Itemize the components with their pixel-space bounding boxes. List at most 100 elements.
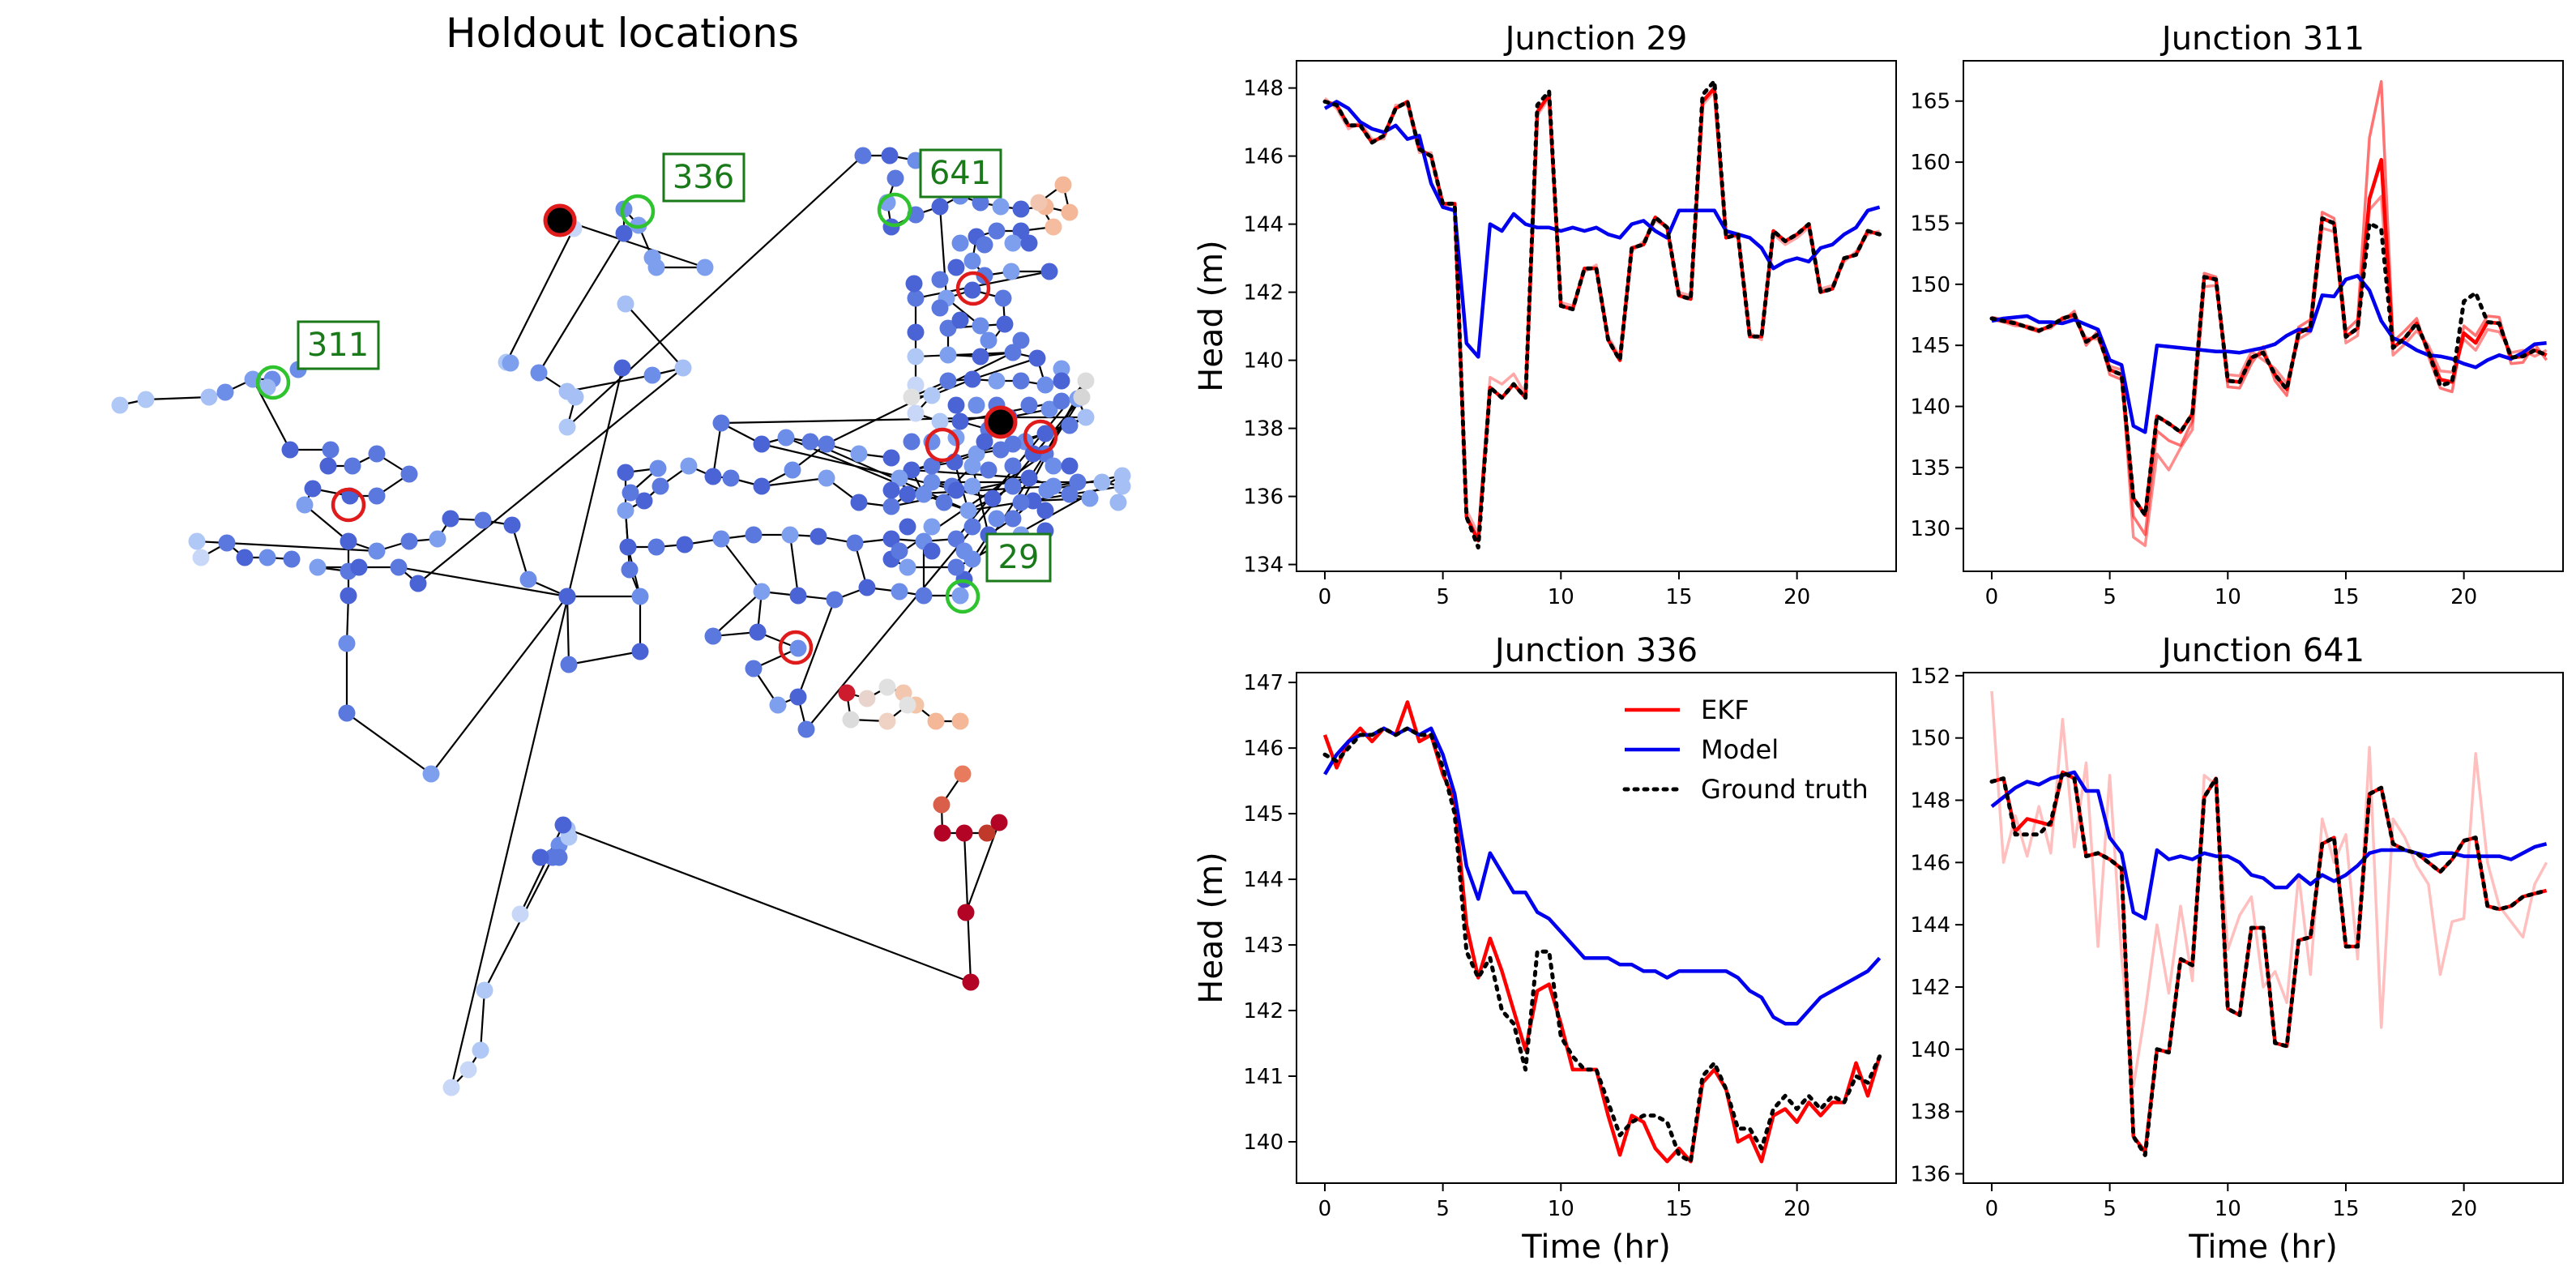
junction-node — [558, 588, 576, 605]
junction-node — [927, 712, 945, 730]
junction-node — [899, 518, 916, 536]
junction-node — [188, 532, 206, 550]
junction-node — [915, 485, 933, 503]
chart-junction-29: Junction 29 0 5 10 15 20 134 136 138 140 142 144 146… — [1193, 20, 1897, 609]
y-axis-label: Head (m) — [1193, 852, 1230, 1003]
junction-node — [939, 319, 957, 337]
junction-node — [511, 905, 529, 923]
y-tick-label: 130 — [1910, 517, 1950, 541]
pipe-edge — [430, 596, 568, 775]
junction-node — [886, 169, 904, 187]
junction-node — [1004, 510, 1022, 528]
junction-node — [923, 518, 941, 536]
junction-node — [850, 494, 868, 511]
y-tick-label: 145 — [1910, 334, 1950, 358]
chart-title: Junction 336 — [1493, 632, 1698, 669]
network-map: Holdout locations 336 641 311 29 — [111, 10, 1131, 1096]
plot-area — [1322, 700, 1882, 1164]
pipe-edge — [304, 504, 349, 542]
network-rings — [255, 192, 1058, 665]
junction-node — [550, 848, 568, 866]
junction-node — [1036, 502, 1054, 519]
x-tick-label: 20 — [2450, 1197, 2477, 1221]
junction-node — [1036, 376, 1054, 394]
junction-node — [1012, 372, 1030, 390]
junction-node — [309, 558, 327, 576]
junction-node — [1069, 473, 1087, 491]
junction-node — [923, 542, 941, 560]
sensor-node-filled — [543, 203, 577, 237]
y-tick-label: 165 — [1910, 90, 1950, 114]
pipe-edge — [915, 351, 1014, 358]
x-tick-label: 5 — [2103, 1197, 2117, 1221]
junction-node — [745, 526, 763, 544]
chart-junction-336: Junction 336 0 5 10 15 20 140 141 142 143 144 145 14… — [1193, 632, 1897, 1266]
y-tick-label: 144 — [1243, 868, 1284, 892]
junction-node — [951, 712, 969, 730]
junction-node — [968, 445, 985, 463]
junction-node — [789, 639, 807, 657]
junction-node — [753, 583, 771, 600]
junction-node — [192, 549, 210, 566]
plot-area — [1989, 690, 2549, 1157]
junction-node — [988, 222, 1006, 240]
junction-node — [955, 542, 973, 560]
junction-node — [619, 538, 637, 556]
junction-node — [390, 558, 408, 576]
series-line-ground-truth — [1989, 216, 2549, 518]
x-tick-label: 5 — [2103, 585, 2117, 609]
holdout-label-text-336: 336 — [673, 159, 734, 196]
junction-node — [959, 502, 977, 519]
chart-title: Junction 29 — [1503, 20, 1688, 58]
junction-node — [1061, 203, 1079, 221]
junction-node — [1061, 485, 1079, 503]
junction-node — [984, 489, 1002, 507]
y-tick-label: 144 — [1243, 213, 1284, 237]
chart-junction-641: Junction 641 0 5 10 15 20 136 138 140 142 144 146 14… — [1910, 632, 2564, 1266]
junction-node — [769, 696, 787, 714]
junction-node — [1004, 435, 1022, 453]
junction-node — [951, 234, 969, 252]
junction-node — [696, 259, 714, 276]
junction-node — [566, 388, 584, 406]
junction-node — [1038, 481, 1056, 499]
holdout-label-text-311: 311 — [307, 327, 369, 364]
y-tick-label: 148 — [1243, 77, 1284, 101]
junction-node — [784, 461, 801, 479]
plot-area — [1989, 79, 2549, 548]
x-tick-label: 5 — [1436, 1197, 1450, 1221]
pipe-edge — [915, 270, 1050, 300]
junction-node — [304, 480, 322, 498]
junction-node — [319, 457, 337, 475]
junction-node — [978, 824, 996, 842]
y-tick-label: 142 — [1243, 281, 1284, 306]
y-tick-label: 150 — [1910, 727, 1950, 751]
holdout-label-box-336 — [662, 152, 745, 203]
pipe-edge — [566, 827, 972, 984]
junction-node — [878, 712, 896, 730]
holdout-label-29: 29 — [985, 532, 1052, 583]
chart-junction-311: Junction 311 0 5 10 15 20 130 135 140 145 150 155 16… — [1910, 20, 2564, 609]
junction-node — [1053, 360, 1070, 378]
junction-node — [810, 528, 827, 545]
junction-node — [947, 481, 965, 499]
junction-node — [899, 485, 916, 503]
junction-node — [931, 412, 949, 430]
junction-node — [631, 588, 649, 605]
y-tick-label: 146 — [1243, 145, 1284, 169]
pipe-edge — [566, 374, 653, 393]
junction-node — [846, 534, 864, 552]
junction-node — [882, 530, 900, 548]
junction-node — [615, 224, 633, 242]
x-tick-label: 20 — [1784, 1197, 1810, 1221]
junction-node — [258, 549, 276, 566]
junction-node — [1113, 467, 1131, 485]
junction-node — [899, 696, 916, 714]
junction-node — [340, 532, 357, 550]
y-tick-label: 145 — [1243, 802, 1284, 827]
y-tick-label: 140 — [1910, 395, 1950, 420]
chart-title: Junction 311 — [2159, 20, 2365, 58]
junction-node — [905, 275, 923, 293]
junction-node — [200, 388, 218, 406]
series-line-ground-truth — [1322, 79, 1882, 550]
